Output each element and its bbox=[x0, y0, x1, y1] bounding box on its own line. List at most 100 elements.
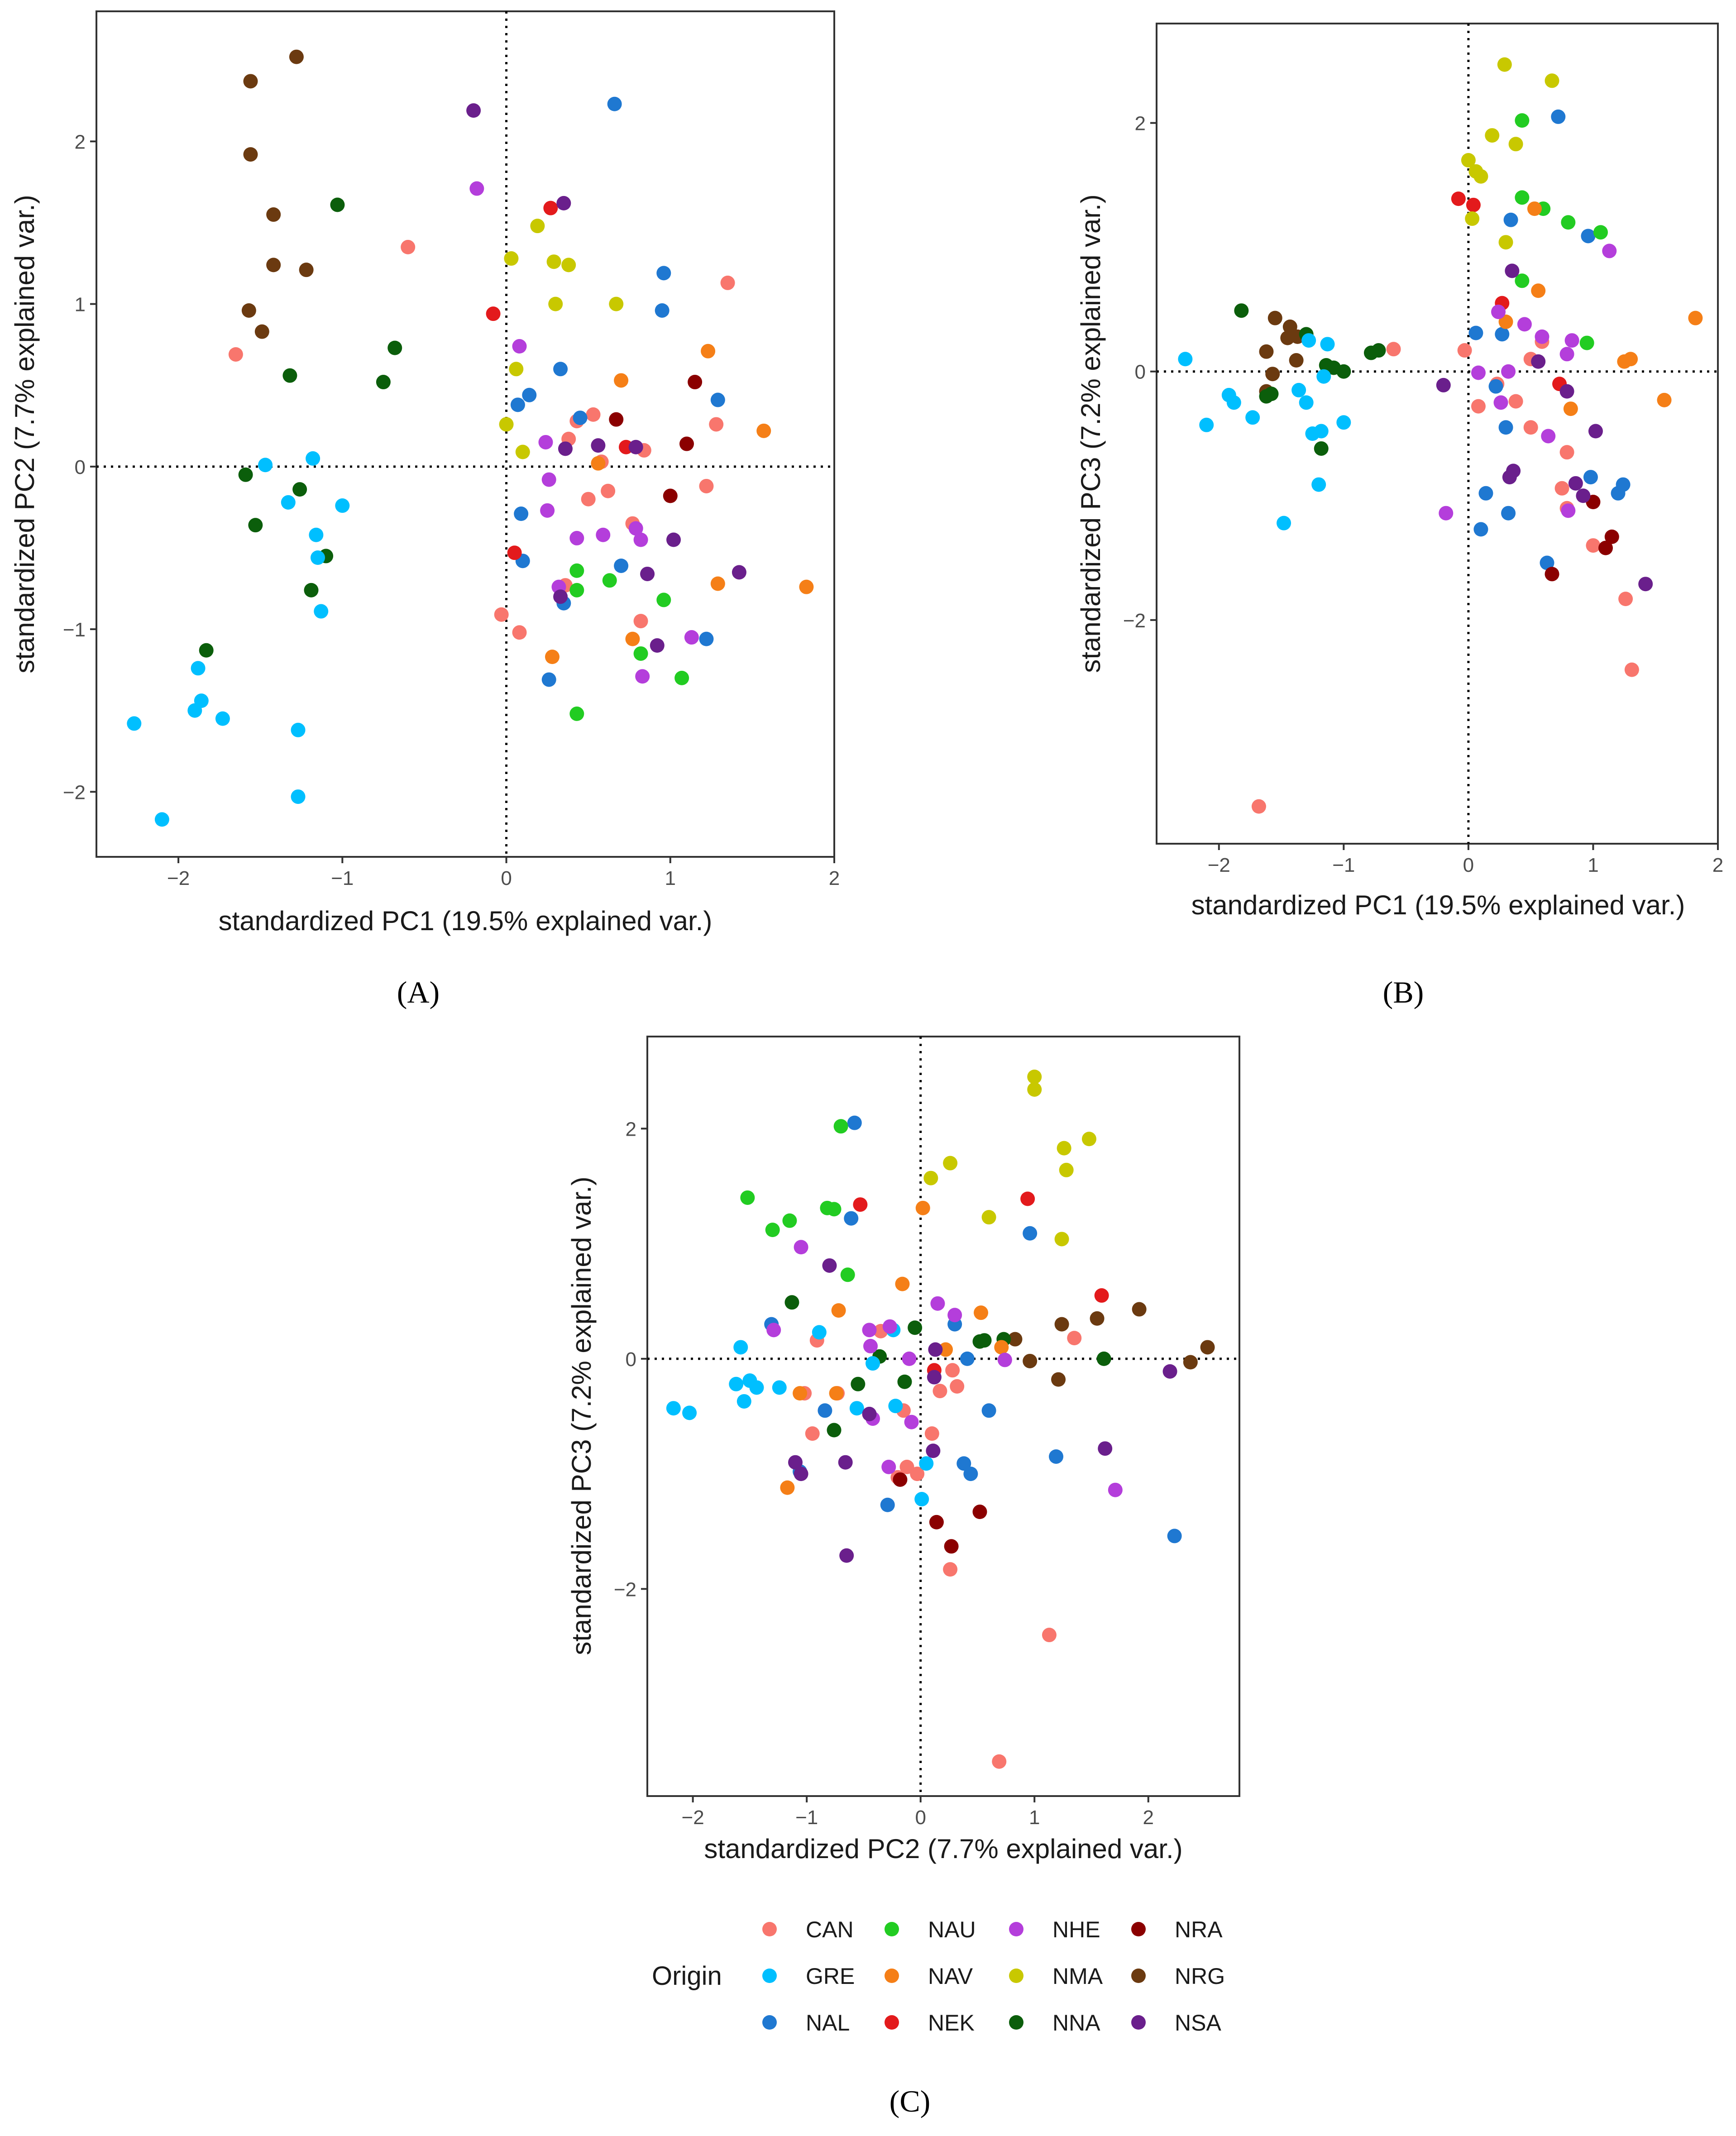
point-nav bbox=[1617, 354, 1632, 369]
legend-key-nma bbox=[1009, 1969, 1023, 1983]
legend-label: NAU bbox=[928, 1917, 976, 1942]
point-gre bbox=[682, 1405, 697, 1420]
point-nrg bbox=[1200, 1340, 1215, 1355]
y-tick-label: 2 bbox=[75, 131, 86, 153]
plot-frame bbox=[646, 1036, 1240, 1797]
point-gre bbox=[736, 1394, 751, 1409]
point-can bbox=[924, 1426, 939, 1441]
point-can bbox=[933, 1384, 947, 1399]
point-nma bbox=[1027, 1069, 1042, 1084]
point-nal bbox=[1468, 325, 1483, 340]
point-gre bbox=[1320, 337, 1335, 352]
point-nau bbox=[782, 1213, 797, 1228]
point-nma bbox=[1054, 1232, 1069, 1247]
point-nsa bbox=[1436, 378, 1451, 392]
point-nna bbox=[1234, 303, 1249, 318]
point-nhe bbox=[1108, 1482, 1123, 1497]
point-nsa bbox=[466, 103, 481, 118]
x-axis-title: standardized PC1 (19.5% explained var.) bbox=[219, 906, 713, 936]
point-nhe bbox=[1471, 365, 1486, 380]
point-gre bbox=[291, 722, 306, 737]
y-tick-label: −2 bbox=[63, 781, 86, 803]
legend-key-nau bbox=[885, 1922, 899, 1936]
panel-label: (A) bbox=[397, 975, 440, 1009]
point-nav bbox=[710, 576, 725, 591]
point-gre bbox=[127, 716, 142, 731]
point-nrg bbox=[1054, 1317, 1069, 1332]
point-nrg bbox=[254, 324, 269, 339]
point-gre bbox=[191, 661, 206, 676]
point-gre bbox=[772, 1380, 787, 1395]
point-nna bbox=[387, 340, 402, 355]
point-nsa bbox=[640, 566, 655, 581]
point-nna bbox=[784, 1295, 799, 1310]
point-nhe bbox=[1559, 347, 1574, 362]
point-nrg bbox=[1267, 311, 1282, 325]
point-nhe bbox=[1535, 329, 1549, 344]
point-nrg bbox=[1008, 1332, 1023, 1347]
x-tick-label: 0 bbox=[915, 1806, 926, 1829]
plot-frame bbox=[96, 10, 835, 858]
point-nal bbox=[1581, 229, 1596, 244]
point-nra bbox=[609, 412, 624, 427]
point-nrg bbox=[241, 303, 256, 318]
point-nna bbox=[908, 1320, 923, 1335]
point-nrg bbox=[289, 49, 304, 64]
point-nrg bbox=[243, 74, 258, 89]
x-tick-label: −1 bbox=[795, 1806, 818, 1829]
legend-label: NSA bbox=[1175, 2010, 1221, 2036]
point-gre bbox=[666, 1401, 681, 1416]
legend-label: CAN bbox=[806, 1917, 854, 1942]
point-gre bbox=[1336, 415, 1351, 430]
legend-label: NHE bbox=[1052, 1917, 1100, 1942]
point-nhe bbox=[569, 530, 584, 545]
point-nrg bbox=[1090, 1311, 1105, 1326]
y-axis-title: standardized PC3 (7.2% explained var.) bbox=[566, 1176, 597, 1655]
point-nsa bbox=[822, 1258, 837, 1273]
point-nra bbox=[663, 488, 678, 503]
legend-label: NRA bbox=[1175, 1917, 1223, 1942]
point-nal bbox=[522, 387, 537, 402]
legend-key-nrg bbox=[1131, 1969, 1146, 1983]
point-can bbox=[1554, 481, 1569, 496]
point-can bbox=[1251, 799, 1266, 814]
point-nhe bbox=[1564, 333, 1579, 348]
point-nav bbox=[756, 423, 771, 438]
point-gre bbox=[1199, 417, 1214, 432]
point-nau bbox=[833, 1119, 848, 1134]
point-nsa bbox=[1576, 488, 1591, 503]
point-nav bbox=[799, 579, 814, 594]
point-nau bbox=[569, 563, 584, 578]
point-nhe bbox=[902, 1351, 917, 1366]
point-gre bbox=[1226, 395, 1241, 410]
point-nsa bbox=[1559, 384, 1574, 399]
point-nal bbox=[1023, 1226, 1038, 1241]
point-nav bbox=[625, 631, 640, 646]
point-nhe bbox=[904, 1414, 919, 1429]
panel-label: (C) bbox=[890, 2084, 931, 2118]
point-nrg bbox=[266, 207, 281, 222]
panel-label: (B) bbox=[1383, 975, 1424, 1009]
point-can bbox=[910, 1467, 925, 1481]
point-nma bbox=[1498, 235, 1513, 250]
point-nau bbox=[569, 583, 584, 597]
y-tick-label: 2 bbox=[1135, 113, 1146, 135]
point-nrg bbox=[1289, 353, 1304, 368]
panel-b: −2 −1 0 1 2 −2 0 2 standardized PC1 (19.5% exp… bbox=[1076, 23, 1723, 1009]
point-nhe bbox=[862, 1323, 877, 1338]
point-nra bbox=[1545, 567, 1559, 582]
point-nma bbox=[1497, 57, 1512, 72]
point-nhe bbox=[997, 1352, 1012, 1367]
point-nrg bbox=[1132, 1302, 1147, 1317]
point-can bbox=[1042, 1628, 1057, 1643]
point-nma bbox=[981, 1210, 996, 1225]
point-nrg bbox=[1265, 367, 1280, 382]
point-nav bbox=[831, 1303, 846, 1318]
point-nhe bbox=[512, 339, 527, 354]
point-nma bbox=[1059, 1162, 1074, 1177]
point-nma bbox=[923, 1171, 938, 1185]
point-nhe bbox=[538, 435, 553, 449]
point-nhe bbox=[633, 532, 648, 547]
panel-c: −2 −1 0 1 2 −2 0 2 standardized PC2 (7.7% expl… bbox=[566, 1036, 1240, 2118]
panel-a: −2 −1 0 1 2 −2 −1 0 1 2 standardized PC1 (19.5% … bbox=[10, 10, 840, 1009]
